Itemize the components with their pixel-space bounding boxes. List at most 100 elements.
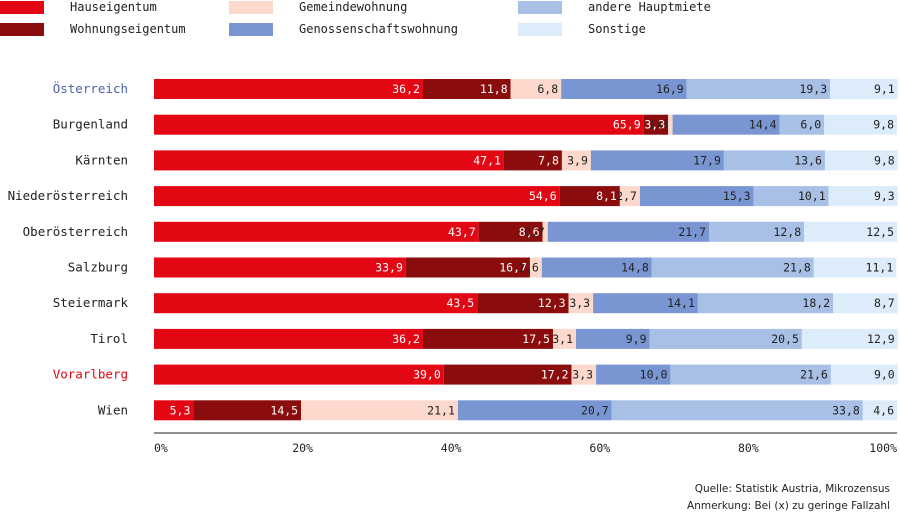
data-label-tirol-hauseigentum: 36,2 [392, 332, 420, 346]
data-label-wien-gemeindewohnung: 21,1 [427, 403, 455, 417]
bar-segment-salzburg-gemeindewohnung [529, 257, 542, 278]
data-label-burgenland-gemeindewohnung: (x) [649, 118, 670, 132]
data-label-niederoesterreich-gemeindewohnung: 2,7 [616, 189, 637, 203]
data-label-oesterreich-wohnungseigentum: 11,8 [480, 82, 508, 96]
data-label-steiermark-genossenschaftswohnung: 14,1 [667, 296, 695, 310]
bar-segment-vorarlberg-genossenschaftswohnung [596, 364, 671, 385]
bar-segment-tirol-hauseigentum [154, 328, 423, 349]
bar-segment-steiermark-wohnungseigentum [477, 293, 569, 314]
data-label-niederoesterreich-wohnungseigentum: 8,1 [596, 189, 617, 203]
data-label-tirol-andere-hauptmiete: 20,5 [771, 332, 799, 346]
bar-segment-niederoesterreich-sonstige [828, 186, 898, 207]
x-tick-label-4: 80% [738, 441, 759, 455]
bar-segment-oberoesterreich-wohnungseigentum [478, 221, 543, 242]
bar-segment-salzburg-andere-hauptmiete [651, 257, 814, 278]
legend-label-wohnungseigentum: Wohnungseigentum [70, 22, 186, 36]
bar-segment-wien-gemeindewohnung [301, 400, 458, 421]
x-axis: 0% 20% 40% 60% 80% 100% [154, 432, 897, 455]
bar-segment-oesterreich-wohnungseigentum [422, 79, 511, 99]
region-label-kaernten: Kärnten [75, 152, 128, 167]
legend-label-genossenschaftswohnung: Genossenschaftswohnung [299, 22, 458, 36]
bar-row-vorarlberg: Vorarlberg 39,0 17,2 3,3 10,0 21,6 9,0 [53, 364, 898, 385]
data-label-steiermark-hauseigentum: 43,5 [447, 296, 475, 310]
legend-swatch-genossenschaftswohnung [229, 23, 273, 36]
data-label-vorarlberg-gemeindewohnung: 3,3 [572, 368, 593, 382]
region-label-vorarlberg: Vorarlberg [53, 367, 128, 382]
legend-swatch-wohnungseigentum [0, 23, 44, 36]
bar-segment-vorarlberg-hauseigentum [154, 364, 444, 385]
data-label-oesterreich-genossenschaftswohnung: 16,9 [656, 82, 684, 96]
data-label-tirol-genossenschaftswohnung: 9,9 [626, 332, 647, 346]
data-label-burgenland-genossenschaftswohnung: 14,4 [749, 118, 777, 132]
data-label-wien-genossenschaftswohnung: 20,7 [581, 403, 609, 417]
data-label-vorarlberg-wohnungseigentum: 17,2 [541, 368, 569, 382]
data-label-oesterreich-andere-hauptmiete: 19,3 [799, 82, 827, 96]
data-label-burgenland-andere-hauptmiete: 6,0 [800, 118, 821, 132]
bar-segment-wien-wohnungseigentum [193, 400, 302, 421]
data-label-vorarlberg-andere-hauptmiete: 21,6 [800, 368, 828, 382]
legend-swatch-hauseigentum [0, 1, 44, 14]
region-label-salzburg: Salzburg [68, 260, 128, 275]
bar-segment-tirol-sonstige [801, 328, 898, 349]
data-label-oesterreich-gemeindewohnung: 6,8 [537, 82, 558, 96]
legend-label-hauseigentum: Hauseigentum [70, 0, 157, 14]
data-label-oesterreich-hauseigentum: 36,2 [392, 82, 420, 96]
data-label-oberoesterreich-hauseigentum: 43,7 [448, 225, 476, 239]
bar-segment-vorarlberg-andere-hauptmiete [670, 364, 831, 385]
data-label-steiermark-gemeindewohnung: 3,3 [569, 296, 590, 310]
bar-segment-oesterreich-genossenschaftswohnung [561, 79, 687, 99]
data-label-salzburg-hauseigentum: 33,9 [375, 261, 403, 275]
bar-segment-kaernten-gemeindewohnung [561, 150, 591, 171]
bar-segment-steiermark-andere-hauptmiete [697, 293, 834, 314]
bar-segment-oberoesterreich-genossenschaftswohnung [547, 221, 710, 242]
legend-swatch-sonstige [518, 23, 562, 36]
bar-segment-burgenland-genossenschaftswohnung [672, 114, 780, 135]
region-label-oberoesterreich: Oberösterreich [23, 224, 128, 239]
data-label-salzburg-genossenschaftswohnung: 14,8 [621, 261, 649, 275]
bar-row-kaernten: Kärnten 47,1 7,8 3,9 17,9 13,6 9,8 [75, 150, 898, 171]
data-label-oberoesterreich-sonstige: 12,5 [866, 225, 894, 239]
region-label-burgenland: Burgenland [53, 117, 128, 132]
bar-segment-vorarlberg-wohnungseigentum [443, 364, 572, 385]
bar-row-tirol: Tirol 36,2 17,5 3,1 9,9 20,5 12,9 [90, 328, 898, 349]
data-label-oberoesterreich-genossenschaftswohnung: 21,7 [678, 225, 706, 239]
data-label-oesterreich-sonstige: 9,1 [874, 82, 895, 96]
data-label-niederoesterreich-sonstige: 9,3 [874, 189, 895, 203]
bar-segment-salzburg-hauseigentum [154, 257, 406, 278]
region-label-tirol: Tirol [90, 331, 128, 346]
data-label-wien-hauseigentum: 5,3 [170, 403, 191, 417]
bar-segment-burgenland-gemeindewohnung [668, 114, 673, 135]
bar-segment-burgenland-sonstige [824, 114, 897, 135]
bar-segment-steiermark-genossenschaftswohnung [593, 293, 698, 314]
bar-segment-wien-andere-hauptmiete [611, 400, 863, 421]
x-tick-label-3: 60% [589, 441, 610, 455]
bar-row-burgenland: Burgenland 65,9 3,3(x) 14,4 6,0 9,8 [53, 114, 897, 135]
region-label-steiermark: Steiermark [53, 295, 129, 310]
bar-segment-oberoesterreich-sonstige [804, 221, 897, 242]
bar-segment-burgenland-hauseigentum [154, 114, 644, 135]
data-label-salzburg-sonstige: 11,1 [866, 261, 894, 275]
bar-segment-niederoesterreich-wohnungseigentum [559, 186, 620, 207]
data-label-oberoesterreich-wohnungseigentum: 8,6 [519, 225, 540, 239]
data-label-niederoesterreich-andere-hauptmiete: 10,1 [798, 189, 826, 203]
bar-row-oberoesterreich: Oberösterreich 43,7 8,60,7 21,7 12,8 12,5 [23, 221, 897, 242]
data-label-burgenland-hauseigentum: 65,9 [613, 118, 641, 132]
bar-row-niederoesterreich: Niederösterreich 54,6 8,1 2,7 15,3 10,1 9,3 [8, 186, 898, 207]
bar-segment-niederoesterreich-andere-hauptmiete [753, 186, 829, 207]
bar-segment-oesterreich-gemeindewohnung [510, 79, 562, 99]
data-label-wien-sonstige: 4,6 [873, 403, 894, 417]
bar-segment-tirol-genossenschaftswohnung [576, 328, 650, 349]
bar-segment-kaernten-wohnungseigentum [503, 150, 562, 171]
data-label-kaernten-genossenschaftswohnung: 17,9 [693, 153, 721, 167]
bar-segment-wien-hauseigentum [154, 400, 194, 421]
data-label-salzburg-gemeindewohnung: 1,6 [518, 261, 539, 275]
bar-segment-oesterreich-hauseigentum [154, 79, 423, 99]
bar-row-salzburg: Salzburg 33,9 16,71,6 14,8 21,8 11,1 [68, 257, 897, 278]
data-label-niederoesterreich-genossenschaftswohnung: 15,3 [723, 189, 751, 203]
data-label-salzburg-andere-hauptmiete: 21,8 [783, 261, 811, 275]
data-label-steiermark-sonstige: 8,7 [874, 296, 895, 310]
bar-segment-wien-sonstige [862, 400, 897, 421]
bar-segment-tirol-gemeindewohnung [552, 328, 577, 349]
legend-label-gemeindewohnung: Gemeindewohnung [299, 0, 407, 14]
region-label-oesterreich: Österreich [53, 80, 128, 96]
